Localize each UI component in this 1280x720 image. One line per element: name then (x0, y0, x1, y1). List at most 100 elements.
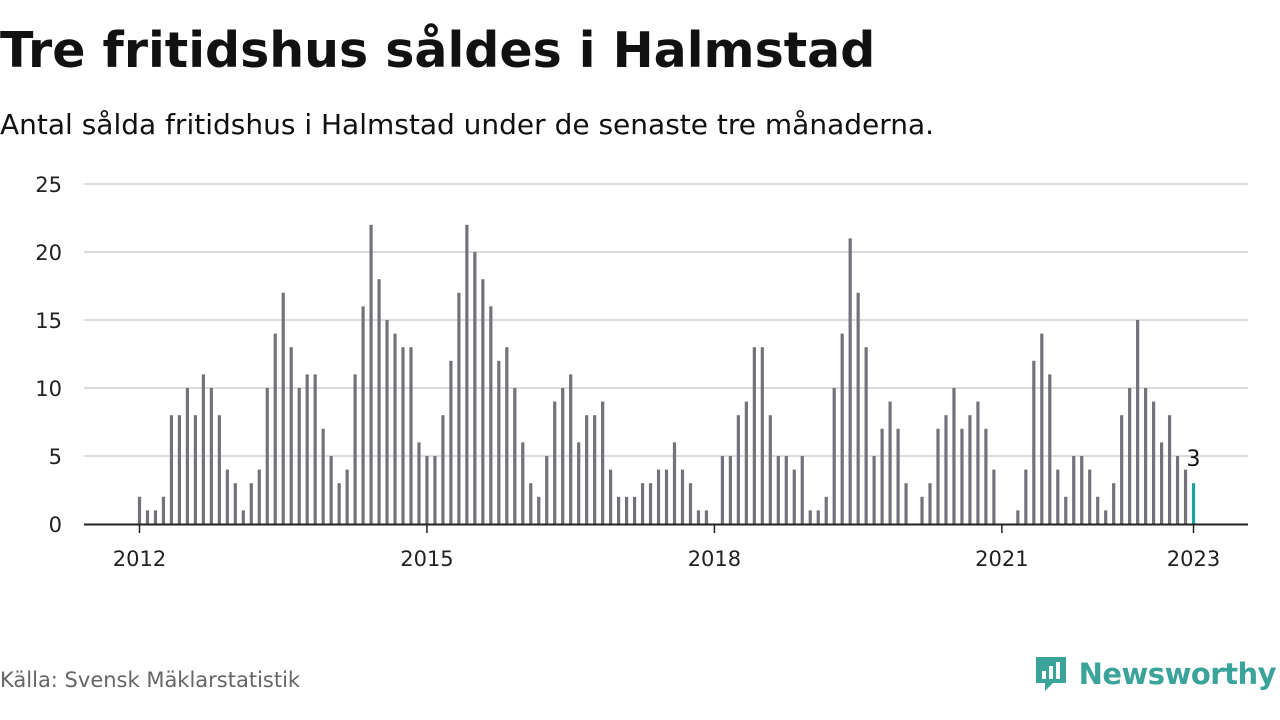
bar (489, 306, 493, 524)
bar (736, 415, 740, 524)
bar (553, 401, 557, 524)
bar (896, 428, 900, 524)
bar (433, 456, 437, 524)
bar (984, 428, 988, 524)
x-axis: 2012 2015 2018 2021 2023 (84, 523, 1248, 571)
bar (1056, 469, 1060, 524)
bar (393, 333, 397, 524)
bar (976, 401, 980, 524)
bar (880, 428, 884, 524)
bar (1159, 442, 1164, 524)
bar (1136, 320, 1140, 524)
bar (840, 333, 844, 524)
bar (1024, 469, 1028, 524)
bars (137, 224, 1196, 525)
y-tick-label: 5 (49, 445, 62, 469)
bar (1072, 456, 1076, 524)
bar (760, 347, 764, 524)
y-tick-label: 10 (35, 377, 62, 401)
bar (465, 224, 469, 525)
annotations: 3 (1187, 447, 1201, 472)
bar (601, 401, 605, 524)
bar (656, 469, 661, 524)
bar (441, 415, 445, 524)
bar (193, 415, 197, 524)
bar (952, 388, 956, 524)
bar (1088, 469, 1092, 524)
bar (617, 496, 621, 524)
bar (169, 415, 174, 524)
gridlines (84, 183, 1248, 457)
bar (920, 496, 924, 524)
bar (648, 483, 653, 524)
bar (752, 347, 756, 524)
bar (1040, 333, 1044, 524)
bar (529, 483, 533, 524)
bar (377, 279, 381, 524)
bar (345, 469, 349, 524)
bar (632, 496, 637, 524)
bar (856, 292, 860, 524)
bar (473, 252, 477, 524)
bar (928, 483, 932, 524)
x-tick-label: 2012 (113, 547, 166, 571)
bar (1167, 415, 1172, 524)
bar (201, 374, 205, 524)
bar (241, 510, 245, 524)
bar (585, 415, 589, 524)
bar (936, 428, 940, 524)
bar (688, 483, 693, 524)
bar (257, 469, 261, 524)
bar (409, 347, 413, 524)
bar (1120, 415, 1124, 524)
bar (449, 360, 453, 524)
bar (824, 496, 828, 524)
bar (521, 442, 525, 524)
x-tick-label: 2023 (1167, 547, 1220, 571)
bar (704, 510, 709, 524)
bar (944, 415, 948, 524)
bar (329, 456, 333, 524)
bar (497, 360, 501, 524)
bar (696, 510, 701, 524)
bar (960, 428, 964, 524)
bar (1104, 510, 1108, 524)
brand-name: Newsworthy (1078, 657, 1277, 691)
bar (640, 483, 645, 524)
bar (672, 442, 677, 524)
x-tick-label: 2018 (688, 547, 741, 571)
bar (872, 456, 876, 524)
bar (1175, 456, 1180, 524)
bar (569, 374, 573, 524)
bar (353, 374, 357, 524)
bar (417, 442, 421, 524)
y-tick-label: 25 (35, 173, 62, 197)
bar (513, 388, 517, 524)
bar (321, 428, 325, 524)
bar (225, 469, 229, 524)
bar (401, 347, 405, 524)
bar (233, 483, 237, 524)
bar (209, 388, 213, 524)
bar (145, 510, 150, 524)
bar (289, 347, 293, 524)
bar (265, 388, 269, 524)
y-axis-labels: 0 5 10 15 20 25 (35, 173, 62, 537)
bar (609, 469, 613, 524)
bar (816, 510, 820, 524)
bar (481, 279, 485, 524)
chart-title: Tre fritidshus såldes i Halmstad (0, 22, 876, 79)
y-tick-label: 15 (35, 309, 62, 333)
bar (1152, 401, 1156, 524)
bar (249, 483, 253, 524)
x-tick-label: 2015 (400, 547, 453, 571)
bar (561, 388, 565, 524)
bar (369, 224, 373, 525)
bar (361, 306, 365, 524)
brand-logo[interactable]: Newsworthy (1033, 654, 1277, 694)
bar (1080, 456, 1084, 524)
bar (848, 238, 852, 524)
bar (792, 469, 796, 524)
bar (1096, 496, 1100, 524)
newsworthy-logo-icon (1035, 657, 1066, 691)
